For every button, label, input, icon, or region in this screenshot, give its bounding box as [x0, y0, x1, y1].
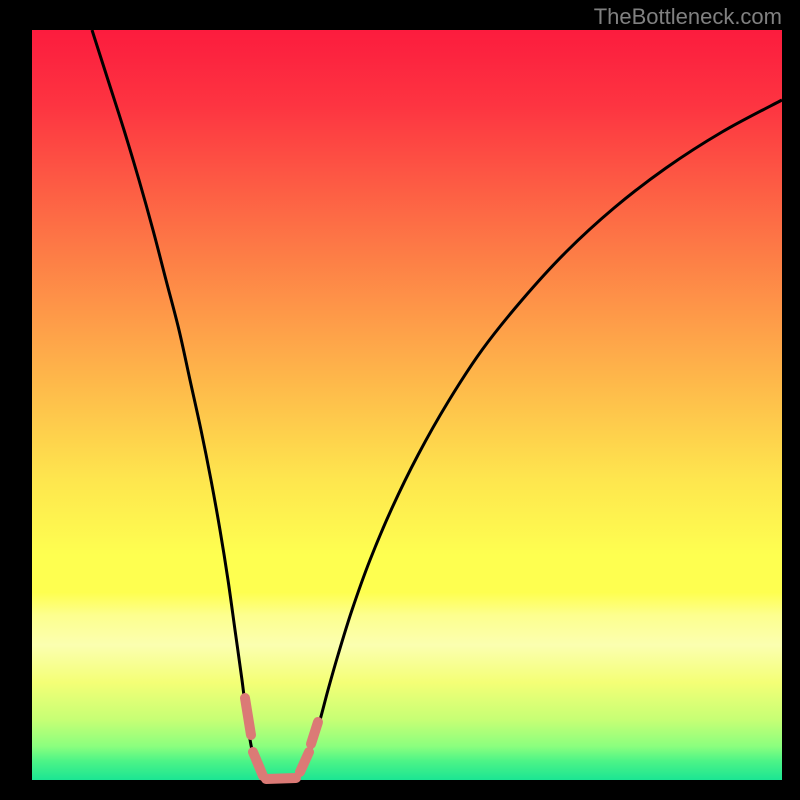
bottleneck-curve-plot [0, 0, 800, 800]
watermark-text: TheBottleneck.com [594, 4, 782, 30]
marker-left-upper [245, 698, 251, 735]
gradient-background [32, 30, 782, 780]
marker-bottom [266, 778, 296, 779]
marker-right-upper [311, 722, 318, 744]
